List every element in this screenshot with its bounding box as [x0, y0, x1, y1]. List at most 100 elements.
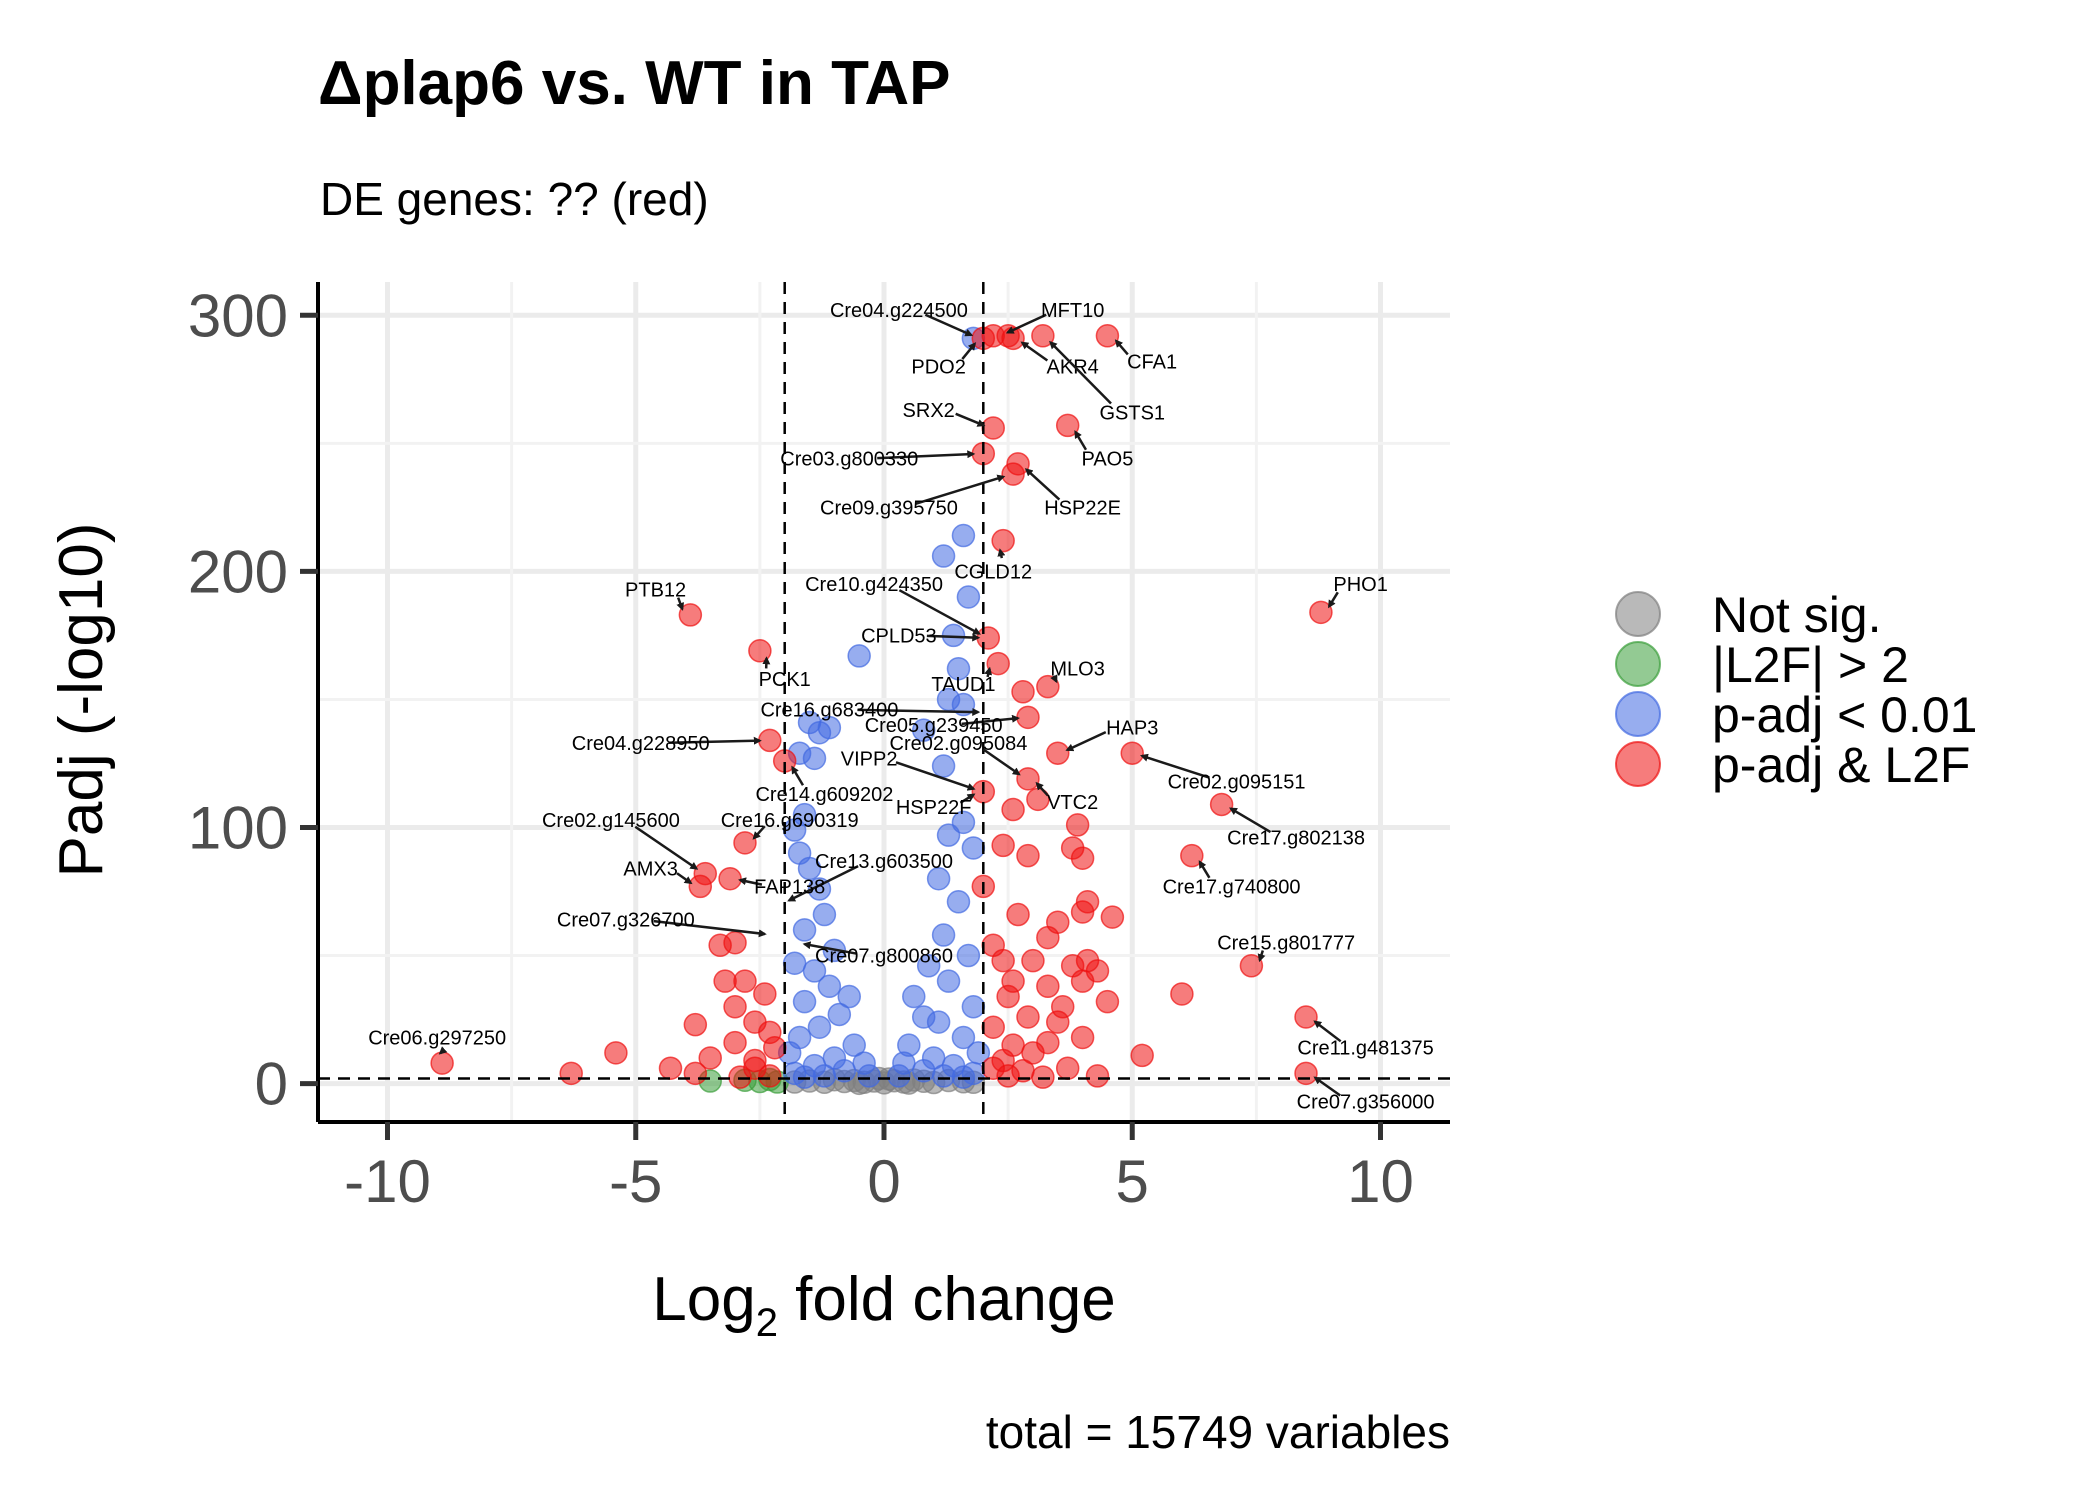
point-padj-and-l2f [1055, 413, 1080, 438]
x-axis-label-sub: 2 [756, 1301, 778, 1345]
point-padj-and-l2f [1031, 324, 1055, 348]
gene-label-arrow [1257, 950, 1266, 963]
point-padj [857, 1064, 881, 1088]
point-padj-and-l2f [986, 651, 1010, 676]
point-padj [951, 692, 976, 717]
gene-label: AMX3 [623, 858, 677, 880]
gene-label: PHO1 [1333, 574, 1387, 596]
gene-label: Cre15.g801777 [1217, 933, 1355, 955]
point-padj-and-l2f [1070, 846, 1095, 870]
point-padj-and-l2f [658, 1056, 683, 1080]
point-padj-and-l2f [1036, 974, 1060, 999]
point-padj [807, 1015, 832, 1039]
gene-label: Cre07.g356000 [1297, 1092, 1435, 1114]
point-padj [902, 984, 926, 1009]
point-padj [931, 1064, 956, 1088]
y-tick-label: 200 [188, 538, 288, 605]
point-padj [936, 969, 961, 993]
point-padj-and-l2f [1294, 1005, 1318, 1029]
point-padj-and-l2f [1046, 741, 1070, 765]
point-padj [792, 918, 817, 942]
gene-label: PDO2 [911, 357, 965, 379]
gene-label-arrow [1065, 731, 1107, 752]
legend-label-padj: p-adj < 0.01 [1712, 687, 1977, 743]
point-padj-and-l2f [1021, 1041, 1045, 1065]
gene-label-arrow [1313, 1020, 1342, 1043]
point-padj-and-l2f [1006, 902, 1030, 927]
point-padj-and-l2f [698, 1046, 722, 1070]
point-padj-and-l2f [1120, 741, 1144, 765]
gene-label: Cre04.g228950 [572, 733, 710, 755]
point-padj-and-l2f [688, 874, 713, 899]
gene-label: Cre02.g095151 [1168, 771, 1306, 793]
point-padj-and-l2f [1070, 1025, 1095, 1050]
point-padj [812, 902, 837, 927]
y-axis-label: Padj (-log10) [47, 523, 116, 878]
gene-label-arrow [1020, 341, 1049, 362]
legend: Not sig.|L2F| > 2p-adj < 0.01p-adj & L2F [1615, 587, 1977, 793]
point-padj-and-l2f [1031, 1065, 1055, 1089]
point-padj [946, 890, 971, 914]
gene-label: Cre09.g395750 [820, 497, 958, 519]
legend-label-both: p-adj & L2F [1712, 737, 1970, 793]
gene-label: Cre17.g802138 [1227, 828, 1365, 850]
point-padj [951, 523, 976, 548]
gene-label: VIPP2 [841, 748, 898, 770]
point-padj [802, 746, 827, 771]
point-padj-and-l2f [748, 639, 772, 663]
series-padj-and-l2f [430, 324, 1333, 1089]
point-padj-and-l2f [718, 866, 742, 891]
point-padj [847, 644, 871, 668]
chart-subtitle: DE genes: ?? (red) [320, 173, 709, 225]
gene-label-arrow [997, 548, 1006, 559]
legend-label-l2f: |L2F| > 2 [1712, 637, 1909, 693]
point-padj-and-l2f [996, 1064, 1020, 1088]
gene-label-arrow [959, 793, 976, 804]
point-padj [956, 943, 981, 968]
point-padj-and-l2f [1046, 1010, 1070, 1034]
point-padj-and-l2f [733, 969, 757, 993]
gene-label: HSP22E [1044, 497, 1121, 519]
point-padj-and-l2f [683, 1061, 708, 1086]
point-padj [911, 718, 936, 742]
gene-label: PCK1 [759, 669, 811, 691]
legend-key-l2f [1615, 641, 1661, 687]
gene-label-arrow [676, 597, 685, 611]
point-padj-and-l2f [1065, 813, 1090, 837]
gene-label: HAP3 [1106, 718, 1158, 740]
point-padj-and-l2f [723, 995, 747, 1019]
gene-label-arrow [1114, 339, 1129, 356]
point-padj-and-l2f [1001, 462, 1025, 486]
gene-label-arrow [1328, 591, 1339, 609]
point-padj [926, 1010, 951, 1034]
point-padj-and-l2f [1294, 1061, 1318, 1086]
point-padj-and-l2f [430, 1051, 454, 1075]
point-padj-and-l2f [1036, 925, 1060, 950]
point-padj [782, 951, 807, 975]
point-padj-and-l2f [1070, 969, 1095, 993]
gene-label-arrow [438, 1046, 448, 1055]
gene-label-arrow [915, 474, 1006, 505]
gene-label: CGLD12 [954, 561, 1032, 583]
gene-label: HSP22F [896, 797, 972, 819]
point-padj-and-l2f [981, 1015, 1005, 1039]
point-padj [837, 984, 861, 1009]
gene-label-arrow [634, 825, 699, 870]
gene-label-arrow [955, 412, 986, 427]
x-tick-label: 10 [1347, 1148, 1414, 1215]
legend-key-both [1615, 741, 1661, 787]
point-padj-and-l2f [1016, 843, 1040, 868]
gene-label: Cre17.g740800 [1163, 876, 1301, 898]
point-padj [842, 1033, 866, 1057]
point-padj-and-l2f [1001, 797, 1025, 822]
gene-label: MFT10 [1041, 300, 1104, 322]
point-padj-and-l2f [713, 969, 737, 993]
y-tick-label: 100 [188, 794, 288, 861]
point-padj [946, 656, 971, 681]
gene-label-arrow [982, 748, 1021, 776]
gene-label-arrow [961, 714, 1021, 726]
gene-label: Cre05.g239450 [865, 715, 1003, 737]
gene-label: Cre03.g800330 [780, 449, 918, 471]
point-padj [792, 989, 817, 1014]
